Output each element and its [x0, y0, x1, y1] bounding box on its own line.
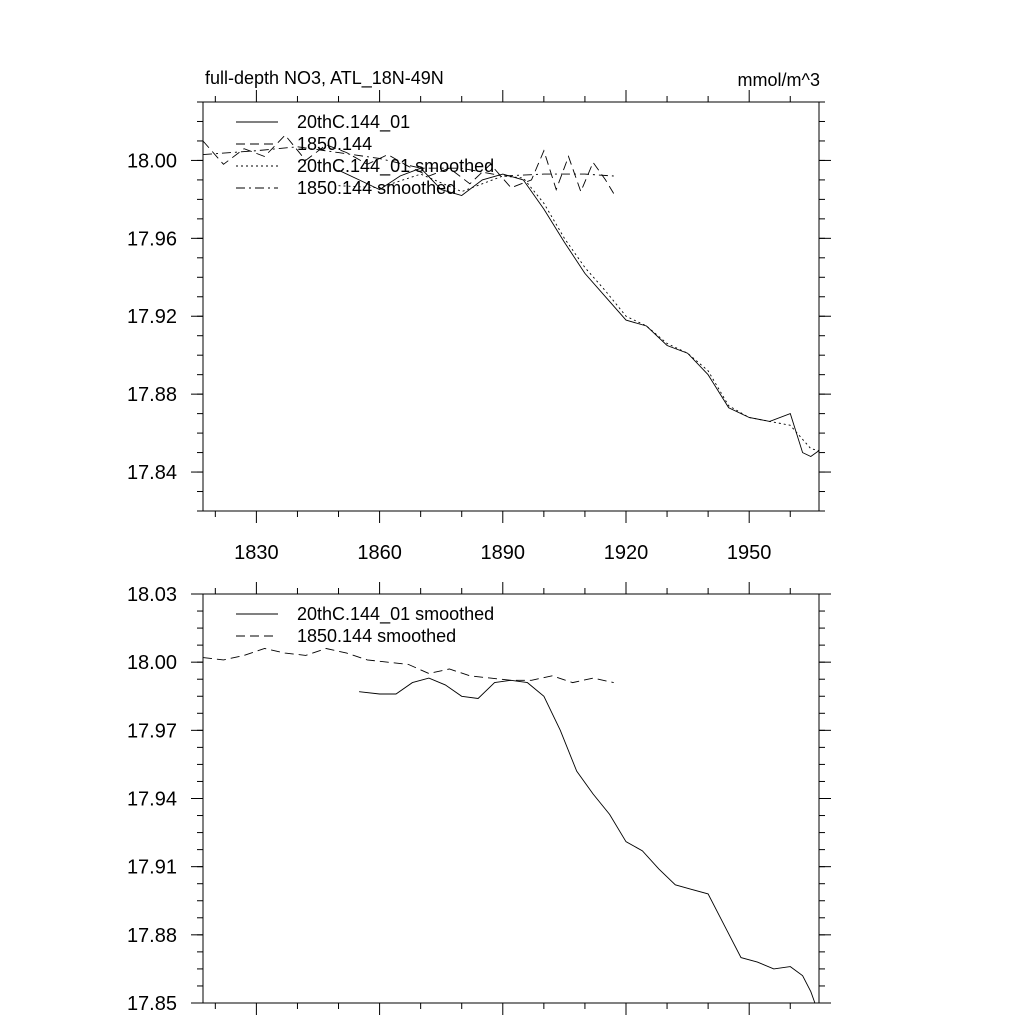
legend-label: 1850.144 smoothed [297, 626, 456, 646]
y-tick-label: 18.03 [127, 584, 177, 606]
chart-title: full-depth NO3, ATL_18N-49N [205, 68, 444, 89]
top-panel: full-depth NO3, ATL_18N-49N mmol/m^3 17.… [127, 68, 831, 564]
tick-marks [191, 582, 831, 1015]
x-tick-labels: 1830 1860 1890 1920 1950 [234, 542, 771, 564]
y-tick-label: 17.88 [127, 925, 177, 947]
x-tick-label: 1950 [727, 542, 772, 564]
y-tick-labels: 17.84 17.88 17.92 17.96 18.00 [127, 150, 177, 484]
plot-frame [202, 101, 820, 512]
legend-label: 20thC.144_01 [297, 112, 410, 133]
y-tick-label: 17.94 [127, 789, 177, 811]
tick-marks [191, 90, 831, 523]
y-tick-label: 17.96 [127, 228, 177, 250]
x-tick-label: 1890 [481, 542, 526, 564]
series-line [338, 167, 820, 458]
plot-frame [202, 593, 820, 1004]
bottom-panel: 17.85 17.88 17.91 17.94 17.97 18.00 18.03 20th… [127, 582, 831, 1015]
legend-label: 20thC.144_01 smoothed [297, 156, 494, 177]
units-label: mmol/m^3 [738, 70, 820, 90]
x-tick-label: 1860 [357, 542, 402, 564]
series-lines [202, 134, 820, 458]
series-line [338, 173, 820, 452]
y-tick-label: 17.88 [127, 384, 177, 406]
x-tick-label: 1830 [234, 542, 279, 564]
y-tick-label: 17.92 [127, 306, 177, 328]
y-tick-labels: 17.85 17.88 17.91 17.94 17.97 18.00 18.03 [127, 584, 177, 1015]
series-line [359, 677, 816, 1004]
y-tick-label: 17.85 [127, 993, 177, 1015]
y-tick-label: 17.97 [127, 720, 177, 742]
y-tick-label: 17.91 [127, 857, 177, 879]
series-line [202, 648, 614, 684]
y-tick-label: 17.84 [127, 462, 177, 484]
series-lines [202, 648, 816, 1004]
y-tick-label: 18.00 [127, 652, 177, 674]
series-line [202, 134, 615, 194]
legend-label: 1850.144 smoothed [297, 178, 456, 198]
legend-label: 1850.144 [297, 134, 372, 154]
x-tick-label: 1920 [604, 542, 649, 564]
series-line [202, 146, 614, 177]
y-tick-label: 18.00 [127, 150, 177, 172]
legend-label: 20thC.144_01 smoothed [297, 604, 494, 625]
